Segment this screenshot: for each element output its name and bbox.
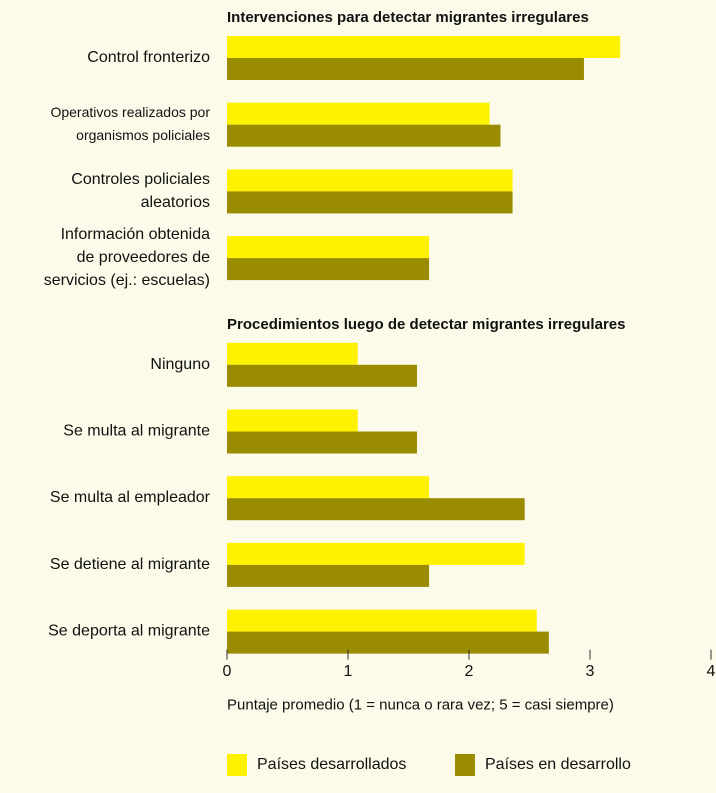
category-label: Control fronterizo [87,49,210,66]
category-label: Se deporta al migrante [48,623,210,640]
bar [227,258,430,281]
legend-swatch [227,754,247,776]
bar [227,631,549,654]
bar [227,564,430,587]
bar [227,102,490,125]
x-axis-label: Puntaje promedio (1 = nunca o rara vez; … [227,697,614,714]
category-label: Se multa al empleador [50,489,211,506]
bar [227,476,430,499]
bar [227,542,525,565]
category-label: Ninguno [150,356,210,373]
section-title: Intervenciones para detectar migrantes i… [227,9,589,26]
legend-label: Países desarrollados [257,756,406,773]
bar [227,364,417,387]
bar [227,36,621,58]
bar [227,609,537,632]
legend-label: Países en desarrollo [485,756,631,773]
x-tick-label: 2 [465,663,474,680]
category-label: Operativos realizados por organismos poli… [50,104,210,143]
bar [227,409,358,432]
category-label: Se detiene al migrante [50,556,210,573]
category-label: Se multa al migrante [63,423,210,440]
x-tick-label: 0 [223,663,232,680]
bar [227,236,430,259]
bar [227,191,513,214]
bar [227,342,358,365]
x-tick-label: 3 [586,663,595,680]
bar [227,431,417,454]
legend-swatch [455,754,475,776]
bar [227,124,501,147]
x-tick-label: 4 [707,663,716,680]
category-label: Información obtenida de proveedores de ser… [44,226,210,289]
bar [227,58,584,80]
bar [227,498,525,521]
x-tick-label: 1 [344,663,353,680]
category-label: Controles policiales aleatorios [71,171,210,211]
section-title: Procedimientos luego de detectar migrant… [227,316,625,333]
bar [227,169,513,192]
